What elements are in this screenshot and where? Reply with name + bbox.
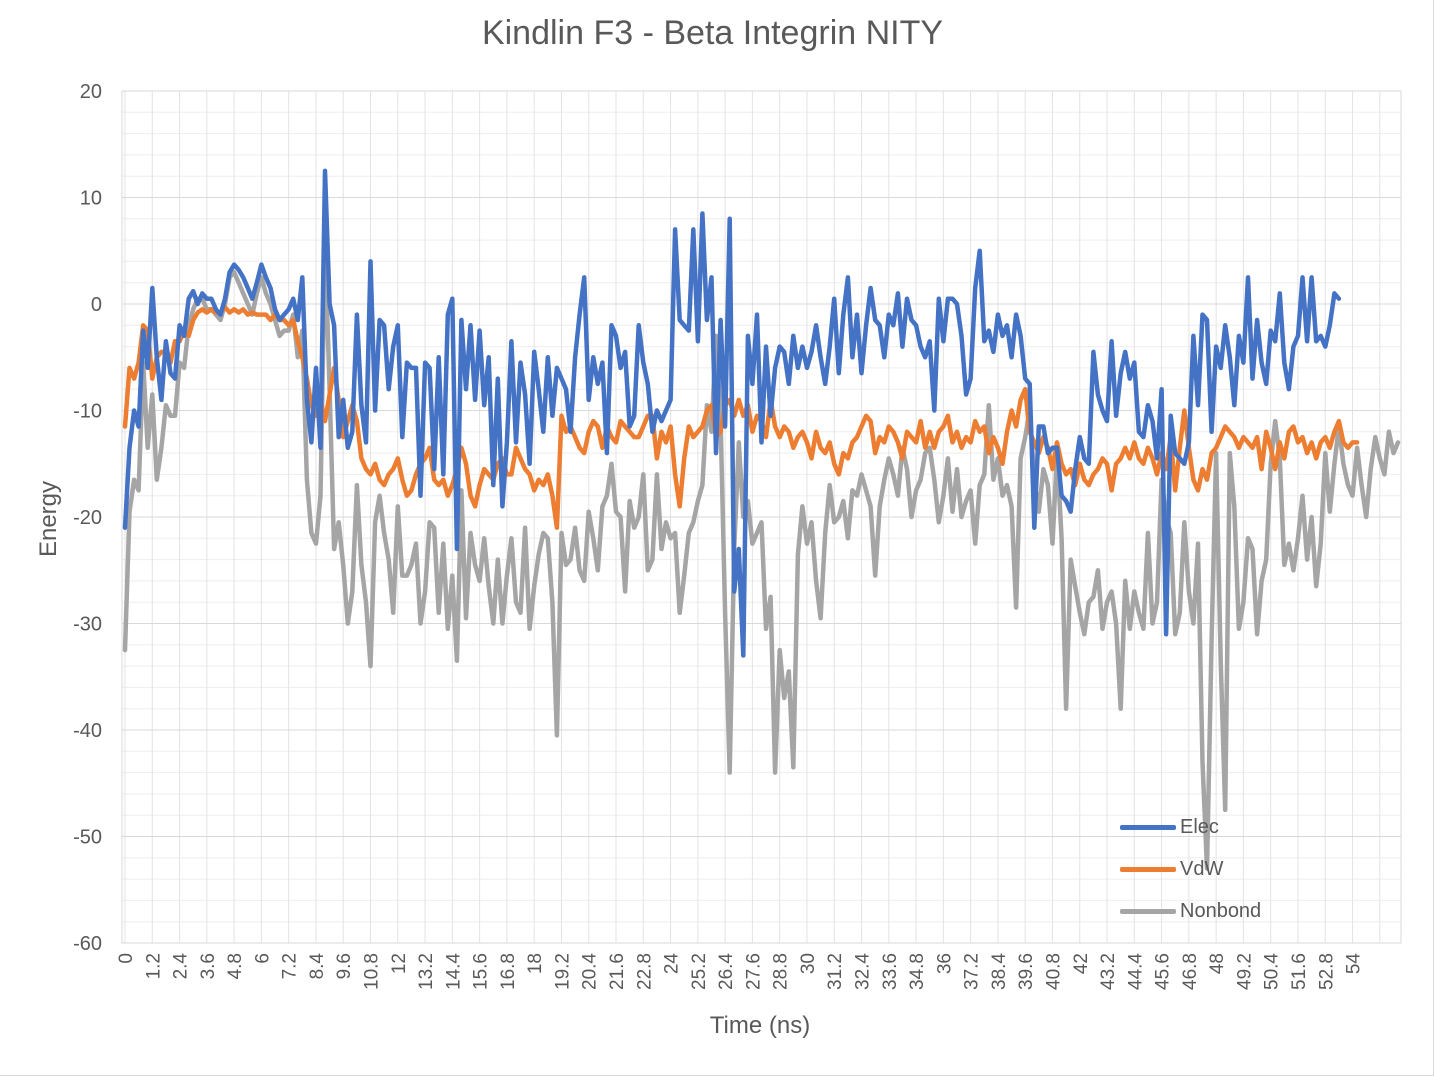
x-tick-label: 7.2 xyxy=(280,953,301,979)
y-tick-label: 0 xyxy=(91,294,102,316)
x-tick-label: 30 xyxy=(798,953,819,974)
x-tick-label: 49.2 xyxy=(1234,953,1255,990)
series-line-nonbond xyxy=(122,239,1401,871)
legend-swatch-vdw xyxy=(1120,866,1176,872)
x-tick-label: 36 xyxy=(934,953,955,974)
y-tick-label: 20 xyxy=(80,81,102,103)
x-tick-label: 44.4 xyxy=(1125,953,1146,990)
x-tick-label: 43.2 xyxy=(1098,953,1119,990)
x-tick-label: 1.2 xyxy=(143,953,164,979)
x-tick-label: 25.2 xyxy=(689,953,710,990)
x-tick-label: 31.2 xyxy=(825,953,846,990)
x-tick-label: 9.6 xyxy=(334,953,355,979)
x-tick-label: 19.2 xyxy=(552,953,573,990)
x-tick-label: 6 xyxy=(252,953,273,964)
x-tick-label: 50.4 xyxy=(1262,953,1283,990)
x-tick-label: 15.6 xyxy=(471,953,492,990)
x-tick-label: 10.8 xyxy=(362,953,383,990)
x-tick-label: 37.2 xyxy=(962,953,983,990)
major-gridlines xyxy=(121,90,1402,944)
x-tick-label: 14.4 xyxy=(443,953,464,990)
x-tick-label: 3.6 xyxy=(198,953,219,979)
x-tick-label: 2.4 xyxy=(171,953,192,980)
x-axis-title: Time (ns) xyxy=(709,1012,811,1039)
x-tick-label: 46.8 xyxy=(1180,953,1201,990)
x-tick-label: 22.8 xyxy=(634,953,655,990)
legend-item-vdw: VdW xyxy=(1120,848,1261,890)
x-tick-label: 13.2 xyxy=(416,953,437,990)
x-axis-ticks: 0 1.2 2.4 3.6 4.8 6 7.2 8.4 9.6 10.8 12 13.2 14.4 15.… xyxy=(116,953,1365,990)
legend-item-elec: Elec xyxy=(1120,806,1261,848)
legend-swatch-nonbond xyxy=(1120,908,1176,914)
x-tick-label: 21.6 xyxy=(607,953,628,990)
x-tick-label: 18 xyxy=(525,953,546,974)
x-tick-label: 42 xyxy=(1071,953,1092,974)
x-tick-label: 20.4 xyxy=(580,953,601,990)
x-tick-label: 8.4 xyxy=(307,953,328,980)
x-tick-label: 32.4 xyxy=(853,953,874,990)
series-line-elec xyxy=(122,168,1342,658)
y-tick-label: -50 xyxy=(73,827,102,849)
y-tick-label: 10 xyxy=(80,188,102,210)
x-tick-label: 16.8 xyxy=(498,953,519,990)
legend-item-nonbond: Nonbond xyxy=(1120,890,1261,932)
x-tick-label: 40.8 xyxy=(1043,953,1064,990)
x-tick-label: 39.6 xyxy=(1016,953,1037,990)
y-tick-label: -40 xyxy=(73,720,102,742)
y-tick-label: -20 xyxy=(73,507,102,529)
x-tick-label: 38.4 xyxy=(989,953,1010,990)
y-tick-label: -60 xyxy=(73,933,102,955)
x-tick-label: 12 xyxy=(389,953,410,974)
x-tick-label: 28.8 xyxy=(771,953,792,990)
legend-label-nonbond: Nonbond xyxy=(1180,899,1262,922)
x-tick-label: 34.8 xyxy=(907,953,928,990)
chart-title: Kindlin F3 - Beta Integrin NITY xyxy=(481,14,944,52)
y-tick-label: -10 xyxy=(73,401,102,423)
plot-border xyxy=(121,90,1402,944)
x-tick-label: 54 xyxy=(1344,953,1365,975)
legend-swatch-elec xyxy=(1120,824,1176,830)
y-tick-label: -30 xyxy=(73,614,102,636)
x-tick-label: 26.4 xyxy=(716,953,737,990)
y-axis-ticks: 20 10 0 -10 -20 -30 -40 -50 -60 xyxy=(73,81,102,955)
series-lines xyxy=(122,168,1401,871)
legend: Elec VdW Nonbond xyxy=(1120,806,1261,932)
x-tick-label: 52.8 xyxy=(1316,953,1337,990)
y-axis-title: Energy xyxy=(35,480,62,558)
x-tick-label: 45.6 xyxy=(1153,953,1174,990)
x-tick-label: 33.6 xyxy=(880,953,901,990)
x-tick-label: 27.6 xyxy=(743,953,764,990)
x-tick-label: 0 xyxy=(116,953,137,964)
legend-label-elec: Elec xyxy=(1180,815,1219,838)
x-tick-label: 24 xyxy=(662,953,683,975)
x-tick-label: 48 xyxy=(1207,953,1228,974)
x-tick-label: 51.6 xyxy=(1289,953,1310,990)
x-tick-label: 4.8 xyxy=(225,953,246,979)
legend-label-vdw: VdW xyxy=(1180,857,1224,880)
series-line-vdw xyxy=(122,304,1360,530)
